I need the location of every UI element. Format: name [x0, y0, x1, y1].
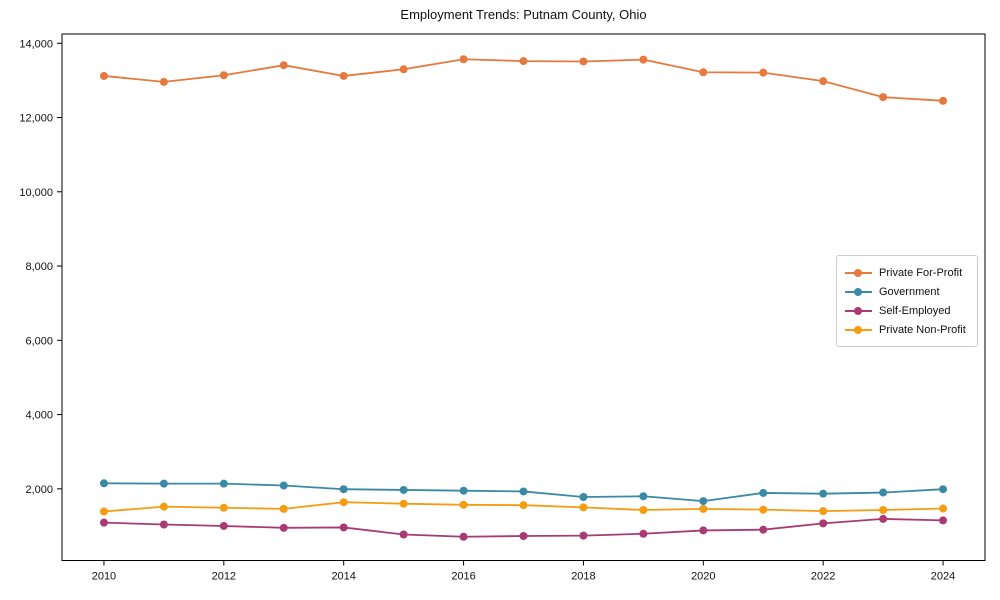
data-point-government [339, 485, 348, 494]
data-point-private-for-profit [579, 57, 588, 66]
data-point-private-for-profit [819, 77, 828, 86]
legend-line-sample-icon [845, 287, 872, 297]
data-point-private-non-profit [519, 501, 528, 510]
data-point-government [759, 488, 768, 497]
legend: Private For-Profit Government Self-Employe… [836, 255, 978, 347]
data-point-private-non-profit [759, 505, 768, 514]
data-point-self-employed [219, 521, 228, 530]
data-point-self-employed [759, 525, 768, 534]
data-point-private-for-profit [459, 55, 468, 64]
data-point-government [939, 485, 948, 494]
data-point-government [519, 487, 528, 496]
data-point-private-non-profit [639, 506, 648, 515]
y-tick-label: 12,000 [19, 113, 53, 125]
data-point-private-for-profit [879, 93, 888, 102]
data-point-self-employed [399, 530, 408, 539]
data-point-private-non-profit [459, 500, 468, 509]
series-line-private-for-profit [103, 58, 944, 102]
data-point-private-for-profit [219, 71, 228, 80]
chart-title: Employment Trends: Putnam County, Ohio [400, 7, 647, 22]
legend-item-private-non-profit: Private Non-Profit [845, 320, 969, 339]
x-tick-label: 2022 [811, 571, 835, 583]
data-point-government [279, 481, 288, 490]
data-point-government [699, 497, 708, 506]
data-point-self-employed [159, 520, 168, 529]
data-point-private-non-profit [699, 504, 708, 513]
y-tick-label: 2,000 [25, 484, 53, 496]
data-point-private-non-profit [279, 504, 288, 513]
y-tick-label: 8,000 [25, 261, 53, 273]
y-tick-label: 4,000 [25, 410, 53, 422]
data-point-private-for-profit [699, 68, 708, 77]
y-tick-label: 6,000 [25, 335, 53, 347]
data-point-private-for-profit [99, 71, 108, 80]
data-point-government [459, 486, 468, 495]
data-point-private-non-profit [879, 506, 888, 515]
x-tick-label: 2018 [571, 571, 595, 583]
data-point-private-for-profit [519, 57, 528, 66]
data-point-government [879, 488, 888, 497]
data-point-self-employed [519, 531, 528, 540]
y-tick-label: 14,000 [19, 38, 53, 50]
legend-label: Private Non-Profit [879, 323, 966, 336]
data-point-self-employed [939, 516, 948, 525]
legend-label: Government [879, 285, 940, 298]
data-point-private-non-profit [219, 503, 228, 512]
data-point-private-non-profit [339, 498, 348, 507]
legend-line-sample-icon [845, 306, 872, 316]
data-point-private-non-profit [99, 507, 108, 516]
data-point-private-for-profit [399, 65, 408, 74]
data-point-self-employed [699, 526, 708, 535]
data-point-government [639, 492, 648, 501]
data-point-private-for-profit [279, 61, 288, 70]
legend-item-government: Government [845, 282, 969, 301]
x-tick-label: 2016 [451, 571, 475, 583]
x-tick-label: 2014 [331, 571, 355, 583]
legend-label: Self-Employed [879, 304, 951, 317]
data-point-private-non-profit [399, 499, 408, 508]
data-point-government [579, 493, 588, 502]
data-point-private-non-profit [819, 507, 828, 516]
data-point-government [819, 489, 828, 498]
data-point-self-employed [279, 523, 288, 532]
x-tick-label: 2020 [691, 571, 715, 583]
data-point-government [159, 479, 168, 488]
data-point-self-employed [819, 519, 828, 528]
data-point-self-employed [879, 514, 888, 523]
data-point-self-employed [339, 523, 348, 532]
axes-frame [61, 33, 986, 561]
data-point-government [399, 485, 408, 494]
data-point-government [219, 479, 228, 488]
data-point-private-for-profit [339, 71, 348, 80]
x-tick-label: 2012 [212, 571, 236, 583]
data-point-private-for-profit [159, 77, 168, 86]
legend-item-private-for-profit: Private For-Profit [845, 263, 969, 282]
data-point-private-for-profit [639, 55, 648, 64]
data-point-self-employed [639, 529, 648, 538]
y-tick-label: 10,000 [19, 187, 53, 199]
legend-line-sample-icon [845, 268, 872, 278]
data-point-private-non-profit [579, 503, 588, 512]
data-point-self-employed [99, 518, 108, 527]
legend-label: Private For-Profit [879, 266, 963, 279]
legend-item-self-employed: Self-Employed [845, 301, 969, 320]
data-point-private-non-profit [939, 504, 948, 513]
data-point-self-employed [579, 531, 588, 540]
x-tick-label: 2024 [931, 571, 955, 583]
x-tick-label: 2010 [92, 571, 116, 583]
data-point-private-for-profit [759, 68, 768, 77]
data-point-self-employed [459, 532, 468, 541]
legend-line-sample-icon [845, 325, 872, 335]
data-point-private-non-profit [159, 502, 168, 511]
data-point-private-for-profit [939, 96, 948, 105]
data-point-government [99, 479, 108, 488]
